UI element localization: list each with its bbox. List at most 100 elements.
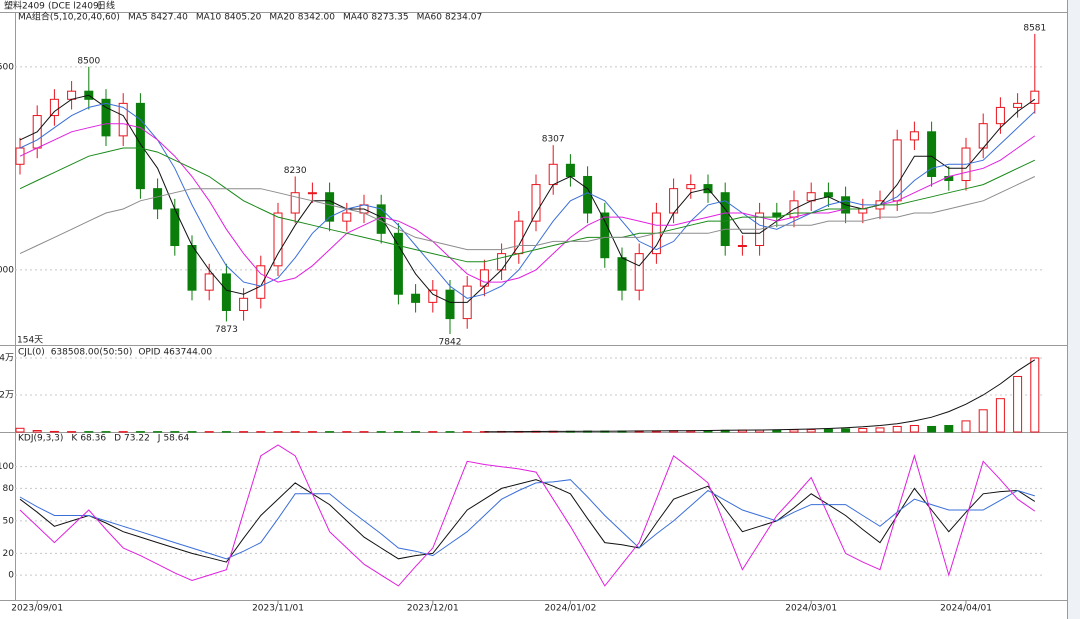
volume-bar — [1030, 357, 1040, 433]
x-tick-label: 2023/12/01 — [407, 604, 459, 614]
legend-value: 8234.07 — [445, 13, 482, 23]
candle-body — [49, 98, 59, 117]
volume-bar — [445, 431, 455, 433]
volume-bar — [101, 431, 111, 433]
volume-bar — [15, 427, 25, 433]
volume-bar — [927, 425, 937, 433]
legend-subtitle: 638508.00(50:50) — [51, 348, 133, 358]
volume-bar — [256, 431, 266, 433]
candle-body — [720, 192, 730, 247]
side-panel — [1068, 0, 1080, 619]
legend-value: 463744.00 — [163, 348, 212, 358]
y-tick-label: 2万 — [0, 390, 14, 400]
candle-body — [135, 102, 145, 190]
candle-body — [1013, 102, 1023, 108]
volume-bar — [462, 431, 472, 433]
legend-value: 8405.20 — [224, 13, 261, 23]
candle-body — [565, 163, 575, 177]
candle-body — [944, 175, 954, 182]
volume-bar — [221, 431, 231, 433]
candle-body — [187, 245, 197, 291]
volume-bar — [359, 431, 369, 433]
ma-line — [19, 102, 1036, 299]
volume-bar — [187, 431, 197, 433]
low-label: 7873 — [215, 325, 238, 335]
candle-body — [118, 102, 128, 137]
candle-body — [686, 184, 696, 190]
candle-body — [858, 208, 868, 214]
x-tick-label: 2024/03/01 — [785, 604, 837, 614]
volume-bar — [1013, 375, 1023, 433]
y-tick-label: 80 — [3, 484, 15, 494]
legend-value: 8342.00 — [298, 13, 335, 23]
period[interactable]: 日线 — [97, 0, 115, 12]
legend-name: D — [114, 434, 121, 444]
volume-bar — [67, 431, 77, 433]
volume-bar — [290, 431, 300, 433]
legend-title: MA组合(5,10,20,40,60) — [18, 11, 120, 23]
candle-body — [428, 289, 438, 303]
candle-body — [153, 188, 163, 210]
volume-bar — [153, 431, 163, 433]
volume-bar — [875, 427, 885, 433]
volume-bar — [342, 431, 352, 433]
volume-bar — [428, 431, 438, 433]
symbol[interactable]: 塑料2409 — [4, 0, 45, 12]
y-tick-label: 4万 — [0, 353, 14, 363]
volume-bar — [239, 431, 249, 433]
high-label: 8230 — [284, 166, 307, 176]
x-tick-label: 2024/04/01 — [940, 604, 992, 614]
volume-bar — [411, 431, 421, 433]
kdj-line — [19, 479, 1035, 560]
kdj-line — [19, 479, 1036, 563]
candle-body — [342, 212, 352, 222]
kdj-line — [19, 444, 1036, 587]
legend-name: MA5 — [128, 13, 148, 23]
candle-body — [806, 192, 816, 202]
legend-value: 68.36 — [80, 434, 106, 444]
candle-body — [617, 257, 627, 291]
volume-bar — [118, 431, 128, 433]
candle-body — [548, 163, 558, 186]
volume-bar — [273, 431, 283, 433]
x-tick-label: 2023/09/01 — [11, 604, 63, 614]
legend-value: 73.22 — [124, 434, 150, 444]
volume-bar — [909, 425, 919, 433]
high-label: 8581 — [1023, 23, 1046, 33]
volume-bar — [823, 428, 833, 433]
candle-body — [909, 131, 919, 141]
legend-title: CJL(0) — [18, 348, 45, 358]
candle-body — [927, 131, 937, 177]
volume-bar — [892, 425, 902, 433]
legend-value: 58.64 — [163, 434, 189, 444]
candle-body — [325, 192, 335, 222]
candle-body — [307, 192, 317, 195]
candle-body — [411, 293, 421, 303]
low-label: 7842 — [439, 338, 462, 348]
high-label: 8500 — [77, 56, 100, 66]
volume-bar — [307, 431, 317, 433]
ma-line — [19, 147, 1036, 263]
legend-name: K — [71, 434, 78, 444]
legend-name: MA40 — [343, 13, 369, 23]
candle-body — [737, 245, 747, 248]
legend-name: MA20 — [269, 13, 295, 23]
volume-bar — [789, 429, 799, 433]
volume-bar — [841, 428, 851, 433]
volume-bar — [961, 420, 971, 433]
candle-body — [273, 212, 283, 267]
volume-bar — [84, 431, 94, 433]
legend-value: 8427.40 — [151, 13, 188, 23]
candle-body — [445, 289, 455, 320]
high-label: 8307 — [542, 135, 565, 145]
ma-line — [19, 176, 1036, 255]
candle-body — [600, 212, 610, 259]
legend-title: KDJ(9,3,3) — [18, 434, 63, 444]
volume-bar — [978, 409, 988, 433]
opid-line — [484, 359, 1036, 433]
candle-body — [290, 192, 300, 214]
candle-body — [204, 273, 214, 291]
volume-bar — [393, 431, 403, 433]
